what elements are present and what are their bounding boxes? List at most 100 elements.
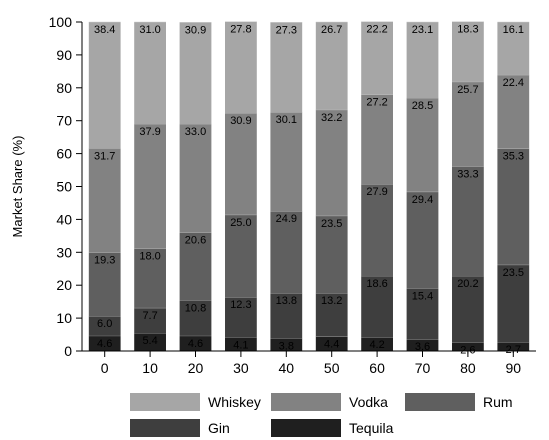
- bar-segment-gin: [134, 307, 166, 334]
- bar-segment-rum: [452, 166, 484, 276]
- bar-segment-tequila: [179, 335, 212, 351]
- data-label-tequila: 2.7: [506, 344, 521, 356]
- bar-segment-rum: [361, 184, 393, 276]
- x-tick-label: 20: [188, 360, 204, 376]
- plot-area: 4.6 6.0 19.3 31.7 38.4 5.4 7.7 18.0 37.9 31.0 4.6 1…: [88, 21, 530, 356]
- x-tick-label: 0: [101, 360, 109, 376]
- legend-item-whiskey: Whiskey: [130, 393, 261, 411]
- data-label-whiskey: 23.1: [412, 24, 433, 36]
- data-label-whiskey: 31.0: [139, 24, 160, 36]
- data-label-rum: 18.0: [139, 251, 160, 263]
- bar-segment-vodka: [315, 109, 348, 216]
- bar-segment-gin: [225, 297, 257, 338]
- bar-segment-whiskey: [225, 21, 257, 114]
- data-label-vodka: 27.2: [366, 97, 387, 109]
- bar-segment-rum: [270, 211, 303, 294]
- data-label-whiskey: 22.2: [366, 24, 387, 36]
- legend-item-vodka: Vodka: [271, 393, 388, 411]
- bar-segment-tequila: [88, 335, 121, 351]
- y-axis-title: Market Share (%): [10, 136, 25, 238]
- bar-segment-gin: [315, 293, 348, 337]
- x-tick-label: 80: [460, 360, 476, 376]
- legend-label: Whiskey: [208, 394, 261, 410]
- legend-swatch: [130, 419, 200, 437]
- data-label-rum: 23.5: [321, 218, 342, 230]
- bar-segment-gin: [179, 300, 212, 336]
- bar-segment-vodka: [270, 112, 303, 212]
- bar-segment-vodka: [452, 81, 484, 167]
- bar-segment-rum: [406, 191, 439, 289]
- data-label-gin: 7.7: [142, 310, 157, 322]
- legend-label: Rum: [483, 394, 513, 410]
- y-tick-label: 30: [56, 244, 72, 260]
- bar-segment-rum: [134, 248, 166, 308]
- data-label-vodka: 30.9: [230, 115, 251, 127]
- legend-item-rum: Rum: [405, 393, 513, 411]
- data-label-rum: 29.4: [412, 194, 433, 206]
- y-tick-label: 10: [56, 310, 72, 326]
- data-label-tequila: 4.6: [188, 338, 203, 350]
- bar-segment-vodka: [497, 74, 530, 149]
- bar-segment-vodka: [406, 97, 439, 192]
- data-label-rum: 24.9: [276, 213, 297, 225]
- y-tick-label: 70: [56, 113, 72, 129]
- bar-segment-rum: [179, 232, 212, 301]
- data-label-gin: 15.4: [412, 290, 433, 302]
- legend-label: Gin: [208, 420, 230, 436]
- data-label-gin: 13.2: [321, 295, 342, 307]
- bar-segment-vodka: [225, 113, 257, 215]
- data-label-tequila: 3.6: [415, 341, 430, 353]
- bar-segment-vodka: [134, 123, 166, 249]
- data-label-gin: 18.6: [366, 278, 387, 290]
- legend-item-tequila: Tequila: [271, 419, 394, 437]
- data-label-gin: 12.3: [230, 299, 251, 311]
- y-tick-label: 20: [56, 277, 72, 293]
- x-tick-label: 70: [415, 360, 431, 376]
- data-label-whiskey: 26.7: [321, 24, 342, 36]
- x-tick-label: 90: [506, 360, 522, 376]
- data-label-gin: 6.0: [97, 318, 112, 330]
- y-tick-label: 40: [56, 211, 72, 227]
- data-label-tequila: 4.6: [97, 338, 112, 350]
- bar-segment-gin: [406, 288, 439, 340]
- bar-segment-vodka: [179, 123, 212, 233]
- data-label-vodka: 30.1: [276, 114, 297, 126]
- legend-label: Tequila: [349, 420, 394, 436]
- data-label-tequila: 4.2: [369, 339, 384, 351]
- bar-segment-whiskey: [270, 22, 303, 113]
- data-label-tequila: 2.6: [460, 344, 475, 356]
- bar-segment-rum: [225, 214, 257, 298]
- y-tick-label: 0: [64, 343, 72, 359]
- y-tick-label: 60: [56, 146, 72, 162]
- bar-segment-vodka: [88, 148, 121, 253]
- legend-swatch: [271, 393, 341, 411]
- data-label-whiskey: 30.9: [185, 24, 206, 36]
- bar-segment-whiskey: [406, 22, 439, 98]
- bar-segment-whiskey: [361, 21, 393, 95]
- data-label-rum: 20.6: [185, 235, 206, 247]
- data-label-rum: 35.3: [503, 151, 524, 163]
- bar-segment-tequila: [315, 336, 348, 351]
- x-tick-label: 50: [324, 360, 340, 376]
- data-label-vodka: 32.2: [321, 112, 342, 124]
- data-label-rum: 19.3: [94, 255, 115, 267]
- bar-segment-rum: [315, 215, 348, 294]
- bar-segment-whiskey: [179, 22, 212, 124]
- data-label-whiskey: 27.8: [230, 24, 251, 36]
- data-label-whiskey: 38.4: [94, 24, 115, 36]
- bar-segment-tequila: [270, 338, 303, 351]
- data-label-tequila: 4.4: [324, 339, 339, 351]
- bar-segment-rum: [497, 148, 530, 265]
- data-label-tequila: 3.8: [279, 340, 294, 352]
- y-tick-label: 90: [56, 47, 72, 63]
- bar-segment-gin: [361, 275, 393, 338]
- x-tick-label: 30: [233, 360, 249, 376]
- x-tick-label: 40: [279, 360, 295, 376]
- bar-segment-gin: [497, 264, 530, 343]
- data-label-rum: 33.3: [457, 168, 478, 180]
- x-tick-label: 10: [142, 360, 158, 376]
- data-label-whiskey: 27.3: [276, 24, 297, 36]
- data-label-rum: 27.9: [366, 186, 387, 198]
- bar-segment-whiskey: [497, 22, 530, 75]
